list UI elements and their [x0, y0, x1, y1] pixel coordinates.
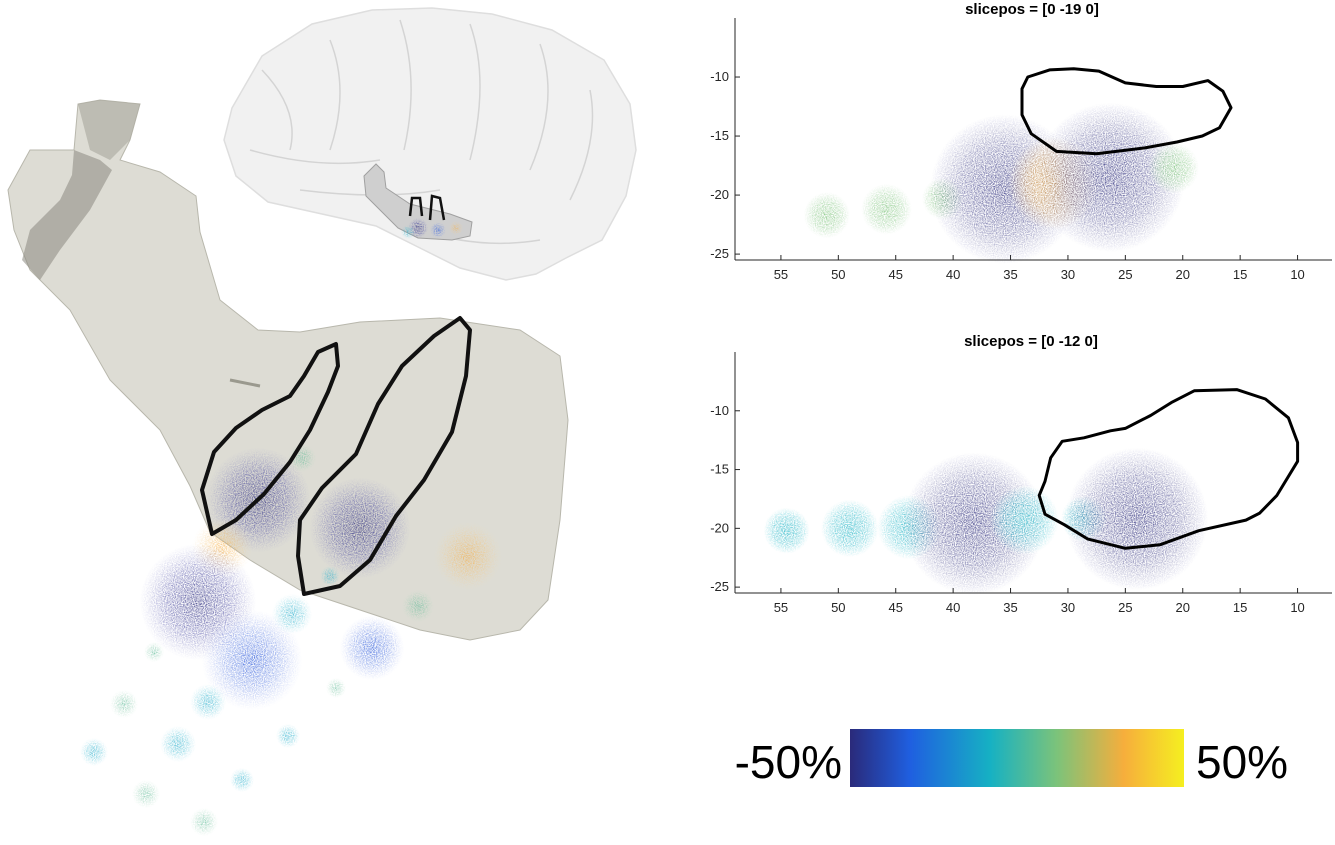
blob-3d — [310, 478, 410, 578]
data-point-blob — [1035, 102, 1186, 252]
x-tick-label: 15 — [1233, 600, 1247, 615]
blob-3d — [320, 566, 340, 586]
plot-title: slicepos = [0 -19 0] — [965, 1, 1099, 18]
slice-outline — [1020, 67, 1233, 156]
slice-outline — [1037, 388, 1300, 550]
x-tick-label: 40 — [946, 600, 960, 615]
blob-3d — [202, 610, 302, 710]
y-tick-label: -20 — [710, 520, 729, 535]
mini-slice-outline — [428, 194, 446, 221]
hippocampus-head-shading — [78, 100, 140, 160]
blob-3d — [340, 616, 404, 680]
mini-slice-outline — [408, 196, 424, 217]
blob-3d — [276, 724, 300, 748]
x-tick-label: 55 — [774, 267, 788, 282]
slice-outline-3d — [296, 316, 472, 596]
blob-3d — [402, 590, 434, 622]
blob-3d — [230, 768, 254, 792]
slice-plot-2: slicepos = [0 -12 0] 55 50 45 40 35 30 25 20 15 1… — [710, 333, 1332, 615]
blob-3d — [326, 678, 346, 698]
blob-group — [763, 447, 1209, 595]
mini-blob-group — [401, 218, 463, 239]
hippocampus-3d-render — [7, 99, 569, 836]
x-tick-label: 45 — [888, 267, 902, 282]
mini-blob — [449, 221, 463, 235]
x-tick-label: 30 — [1061, 600, 1075, 615]
hippocampus-ridge — [229, 378, 261, 388]
data-point-blob — [821, 499, 879, 558]
data-point-blob — [989, 485, 1059, 555]
colorbar: -50% 50% — [735, 729, 1288, 788]
mini-blob — [401, 225, 415, 239]
blob-3d — [190, 684, 226, 720]
hippocampus-surface — [7, 99, 569, 641]
x-tick-label: 25 — [1118, 267, 1132, 282]
blob-3d — [272, 594, 312, 634]
colorbar-min-label: -50% — [735, 736, 842, 788]
mini-blob — [430, 222, 446, 238]
blob-3d-group — [80, 444, 502, 836]
blob-3d — [434, 522, 502, 590]
x-tick-label: 10 — [1290, 267, 1304, 282]
data-point-blob — [803, 192, 850, 239]
blob-3d — [110, 690, 138, 718]
x-tick-label: 45 — [888, 600, 902, 615]
blob-3d — [160, 726, 196, 762]
colorbar-max-label: 50% — [1196, 736, 1288, 788]
x-tick-label: 10 — [1290, 600, 1304, 615]
x-tick-label: 35 — [1003, 267, 1017, 282]
data-point-blob — [861, 183, 912, 235]
blob-3d — [132, 780, 160, 808]
data-point-blob — [1148, 142, 1199, 194]
x-tick-label: 40 — [946, 267, 960, 282]
x-tick-label: 30 — [1061, 267, 1075, 282]
x-tick-label: 15 — [1233, 267, 1247, 282]
y-tick-label: -20 — [710, 187, 729, 202]
x-tick-label: 55 — [774, 600, 788, 615]
y-tick-label: -25 — [710, 579, 729, 594]
x-tick-label: 35 — [1003, 600, 1017, 615]
y-tick-label: -15 — [710, 462, 729, 477]
x-tick-label: 25 — [1118, 600, 1132, 615]
x-tick-label: 20 — [1176, 267, 1190, 282]
data-point-blob — [1065, 447, 1209, 591]
blob-3d — [190, 808, 218, 836]
y-tick-label: -25 — [710, 246, 729, 261]
x-tick-label: 50 — [831, 267, 845, 282]
hippocampus-fold-shading — [22, 150, 112, 280]
x-tick-label: 20 — [1176, 600, 1190, 615]
slice-outline-3d — [200, 342, 340, 536]
brain-glass-render — [223, 7, 637, 281]
x-tick-label: 50 — [831, 600, 845, 615]
y-tick-label: -10 — [710, 403, 729, 418]
plot-title: slicepos = [0 -12 0] — [964, 333, 1098, 350]
data-point-blob — [902, 452, 1045, 595]
y-tick-label: -15 — [710, 128, 729, 143]
blob-3d — [80, 738, 108, 766]
y-tick-label: -10 — [710, 69, 729, 84]
data-point-blob — [763, 507, 810, 554]
slice-plot-1: slicepos = [0 -19 0] 55 50 45 40 35 30 25 20 15 1… — [710, 1, 1332, 282]
brain-outline — [223, 7, 637, 281]
mini-hippocampus — [363, 163, 473, 241]
blob-group — [803, 102, 1199, 264]
colorbar-gradient — [850, 729, 1184, 787]
blob-3d — [144, 642, 164, 662]
